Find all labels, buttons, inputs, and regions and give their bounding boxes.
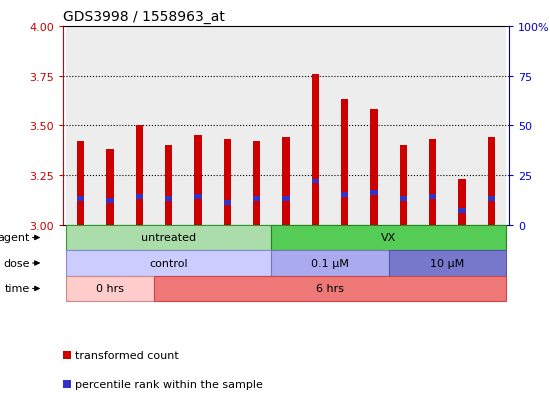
Bar (253, 142, 260, 225)
Bar (271, 251, 389, 276)
Bar (194, 136, 202, 225)
Bar (107, 199, 114, 204)
Bar (312, 74, 319, 225)
Text: 0.1 μM: 0.1 μM (311, 259, 349, 268)
Bar (165, 197, 173, 202)
Text: untreated: untreated (141, 233, 196, 243)
Bar (224, 201, 231, 206)
Bar (312, 179, 319, 184)
Bar (154, 27, 183, 225)
Bar (136, 126, 143, 225)
Bar (458, 209, 465, 214)
Bar (370, 191, 378, 196)
Text: GDS3998 / 1558963_at: GDS3998 / 1558963_at (63, 10, 225, 24)
Text: 6 hrs: 6 hrs (316, 284, 344, 294)
Text: transformed count: transformed count (75, 350, 179, 360)
Bar (389, 251, 506, 276)
Bar (476, 27, 506, 225)
Bar (341, 100, 348, 225)
Bar (429, 140, 436, 225)
Bar (282, 197, 290, 202)
Bar (429, 195, 436, 200)
Bar (282, 138, 290, 225)
Bar (447, 27, 476, 225)
Bar (253, 197, 260, 202)
Bar (330, 27, 359, 225)
Bar (359, 27, 389, 225)
Bar (77, 197, 85, 202)
Bar (107, 150, 114, 225)
Bar (183, 27, 213, 225)
Bar (66, 225, 271, 251)
Bar (66, 27, 96, 225)
Text: 10 μM: 10 μM (430, 259, 464, 268)
Text: percentile rank within the sample: percentile rank within the sample (75, 379, 263, 389)
Text: VX: VX (381, 233, 396, 243)
Bar (399, 146, 407, 225)
Bar (341, 193, 348, 198)
Bar (389, 27, 418, 225)
Bar (271, 225, 506, 251)
Bar (487, 138, 495, 225)
Bar (487, 197, 495, 202)
Bar (399, 197, 407, 202)
Text: time: time (4, 284, 30, 294)
Text: 0 hrs: 0 hrs (96, 284, 124, 294)
Bar (165, 146, 173, 225)
Bar (66, 276, 154, 301)
Bar (66, 251, 271, 276)
Bar (458, 180, 465, 225)
Bar (224, 140, 231, 225)
Bar (154, 276, 506, 301)
Text: control: control (150, 259, 188, 268)
Bar (213, 27, 242, 225)
Bar (136, 195, 143, 200)
Text: dose: dose (3, 259, 30, 268)
Bar (418, 27, 447, 225)
Bar (125, 27, 154, 225)
Bar (271, 27, 301, 225)
Bar (242, 27, 271, 225)
Bar (370, 110, 378, 225)
Bar (301, 27, 330, 225)
Text: agent: agent (0, 233, 30, 243)
Bar (77, 142, 85, 225)
Bar (194, 195, 202, 200)
Bar (96, 27, 125, 225)
